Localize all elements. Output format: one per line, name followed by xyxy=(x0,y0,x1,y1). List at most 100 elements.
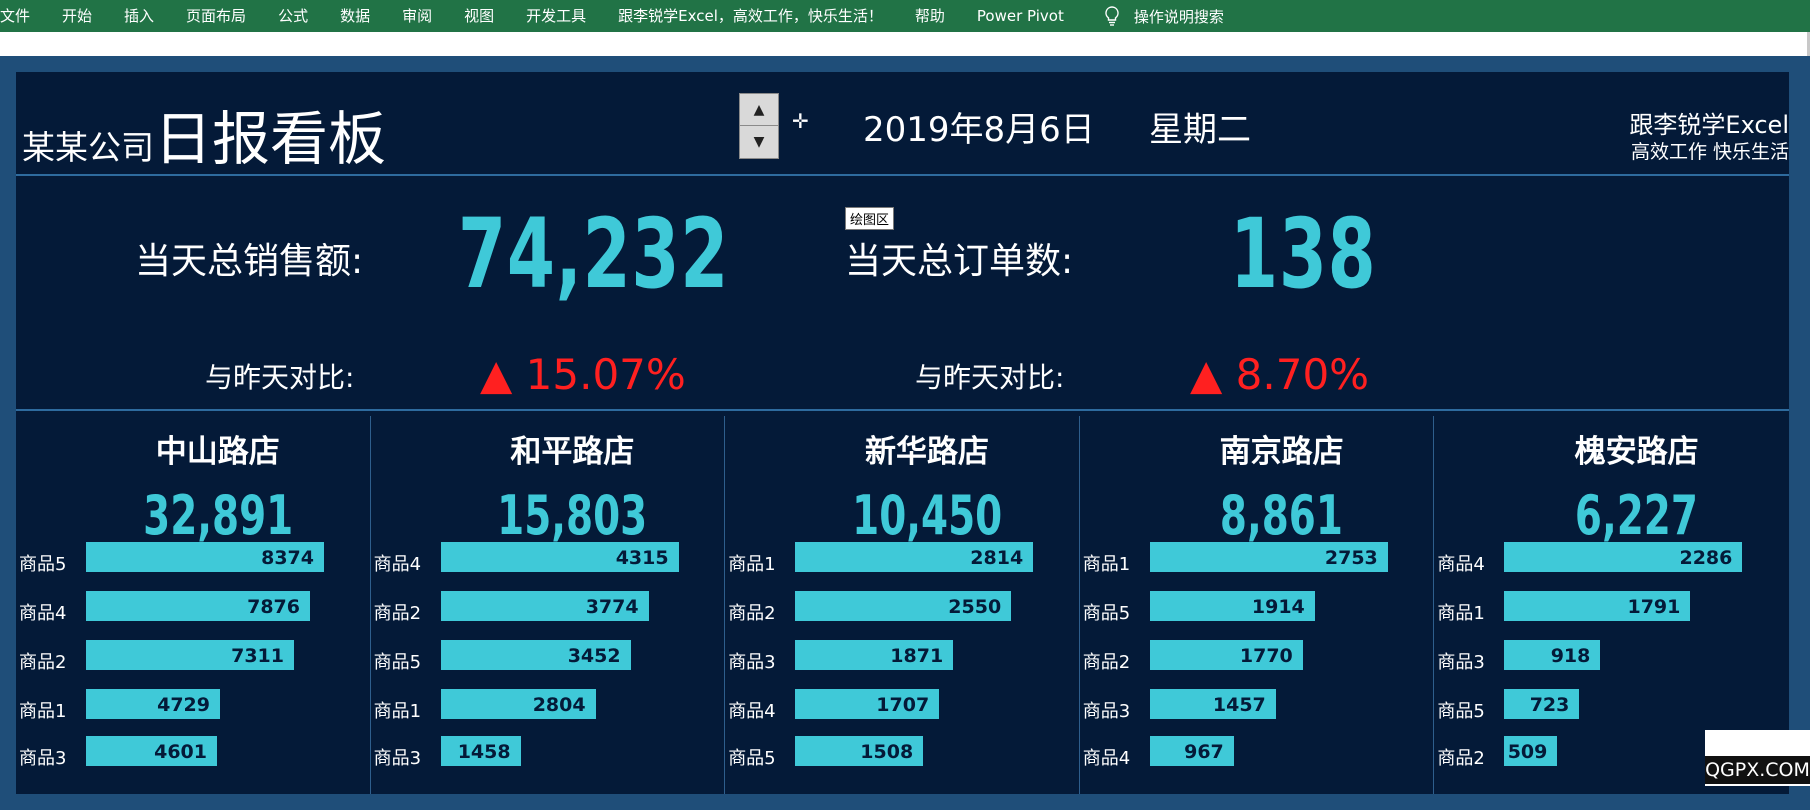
bar-mark[interactable]: 509 xyxy=(1504,736,1558,766)
bar-label: 商品4 xyxy=(728,701,776,722)
kpi-divider xyxy=(16,409,1789,411)
bar-mark[interactable]: 8374 xyxy=(86,542,324,572)
orders-label: 当天总订单数: xyxy=(845,241,1074,282)
brand-block: 跟李锐学Excel 高效工作 快乐生活 xyxy=(1629,110,1789,164)
bar-mark[interactable]: 1457 xyxy=(1149,689,1276,719)
store-panels: 中山路店 32,891 商品5 8374 商品4 7876 商品2 7311 商品1 4729… xyxy=(16,416,1789,794)
orders-compare-label: 与昨天对比: xyxy=(915,361,1065,394)
brand-line-1: 跟李锐学Excel xyxy=(1629,111,1789,139)
tab-home[interactable]: 开始 xyxy=(62,7,93,25)
bar-label: 商品3 xyxy=(19,748,67,769)
tab-review[interactable]: 审阅 xyxy=(402,7,433,25)
bar-mark[interactable]: 1871 xyxy=(795,640,954,670)
dashboard-frame: 某某公司日报看板 ▲ ▼ ✛ 2019年8月6日 星期二 跟李锐学Excel 高… xyxy=(0,56,1810,810)
tab-help[interactable]: 帮助 xyxy=(914,7,945,25)
date-spinner[interactable]: ▲ ▼ xyxy=(739,93,779,159)
tell-me-search[interactable]: 操作说明搜索 xyxy=(1080,6,1224,27)
bar-value-label: 1770 xyxy=(1239,645,1293,667)
bar-mark[interactable]: 1770 xyxy=(1149,640,1303,670)
store-total: 32,891 xyxy=(142,484,293,547)
bar-row: 商品3 1457 xyxy=(1080,687,1434,727)
bar-label: 商品1 xyxy=(728,554,776,575)
bar-mark[interactable]: 1791 xyxy=(1504,591,1691,621)
bar-row: 商品5 1508 xyxy=(725,734,1079,774)
bar-row: 商品2 2550 xyxy=(725,589,1079,629)
bar-mark[interactable]: 3774 xyxy=(440,591,649,621)
bar-mark[interactable]: 4729 xyxy=(86,689,220,719)
store-name: 新华路店 xyxy=(864,434,989,470)
company-name: 某某公司 xyxy=(22,128,154,167)
bar-row: 商品2 509 xyxy=(1434,734,1789,774)
bar-mark[interactable]: 2814 xyxy=(795,542,1034,572)
tab-data[interactable]: 数据 xyxy=(340,7,371,25)
orders-value: 138 xyxy=(1230,198,1377,310)
bar-value-label: 723 xyxy=(1529,694,1570,716)
bar-row: 商品5 1914 xyxy=(1080,589,1434,629)
tab-power-pivot[interactable]: Power Pivot xyxy=(976,7,1064,25)
bar-mark[interactable]: 2286 xyxy=(1504,542,1743,572)
header-divider xyxy=(16,174,1789,176)
bar-mark[interactable]: 3452 xyxy=(440,640,631,670)
spin-up-button[interactable]: ▲ xyxy=(740,94,778,126)
bar-row: 商品3 4601 xyxy=(16,734,370,774)
bar-label: 商品1 xyxy=(1437,603,1485,624)
bar-value-label: 1707 xyxy=(876,694,930,716)
store-panel: 槐安路店 6,227 商品4 2286 商品1 1791 商品3 918 商品5 723 商品2… xyxy=(1434,416,1789,794)
tab-developer[interactable]: 开发工具 xyxy=(526,7,587,25)
bar-mark[interactable]: 1458 xyxy=(440,736,521,766)
bar-mark[interactable]: 1914 xyxy=(1149,591,1315,621)
bar-row: 商品4 2286 xyxy=(1434,540,1789,580)
bar-mark[interactable]: 918 xyxy=(1504,640,1601,670)
bar-value-label: 4315 xyxy=(615,547,669,569)
bar-mark[interactable]: 2804 xyxy=(440,689,596,719)
bar-mark[interactable]: 1707 xyxy=(795,689,940,719)
tab-file[interactable]: 文件 xyxy=(0,7,31,25)
bar-row: 商品4 967 xyxy=(1080,734,1434,774)
bar-mark[interactable]: 2753 xyxy=(1149,542,1388,572)
bar-label: 商品5 xyxy=(373,652,422,673)
tab-custom[interactable]: 跟李锐学Excel，高效工作，快乐生活！ xyxy=(618,7,883,25)
dashboard-board: 某某公司日报看板 ▲ ▼ ✛ 2019年8月6日 星期二 跟李锐学Excel 高… xyxy=(16,72,1789,794)
store-total: 6,227 xyxy=(1575,484,1699,547)
bar-label: 商品4 xyxy=(1437,554,1485,575)
cursor-cross-icon: ✛ xyxy=(792,109,809,133)
spin-down-button[interactable]: ▼ xyxy=(740,126,778,158)
store-panel: 和平路店 15,803 商品4 4315 商品2 3774 商品5 3452 商品1 2804… xyxy=(371,416,726,794)
bar-value-label: 7876 xyxy=(247,596,300,618)
bar-value-label: 4729 xyxy=(157,694,210,716)
bar-row: 商品5 8374 xyxy=(16,540,370,580)
bar-row: 商品5 3452 xyxy=(371,638,725,678)
bar-value-label: 509 xyxy=(1507,741,1548,763)
site-watermark: QGPX.COM xyxy=(1705,730,1810,786)
bar-mark[interactable]: 723 xyxy=(1504,689,1580,719)
bar-label: 商品2 xyxy=(1437,748,1485,769)
tab-insert[interactable]: 插入 xyxy=(124,7,155,25)
ribbon-menu: 文件 开始 插入 页面布局 公式 数据 审阅 视图 开发工具 跟李锐学Excel… xyxy=(0,0,1810,32)
bar-value-label: 1914 xyxy=(1251,596,1305,618)
bar-mark[interactable]: 967 xyxy=(1149,736,1234,766)
bar-mark[interactable]: 1508 xyxy=(795,736,924,766)
tab-view[interactable]: 视图 xyxy=(464,7,495,25)
bar-mark[interactable]: 7311 xyxy=(86,640,294,670)
bar-row: 商品1 2804 xyxy=(371,687,725,727)
bar-value-label: 1791 xyxy=(1627,596,1681,618)
bar-label: 商品5 xyxy=(1437,701,1485,722)
bar-mark[interactable]: 4601 xyxy=(86,736,217,766)
bar-row: 商品5 723 xyxy=(1434,687,1789,727)
bar-mark[interactable]: 2550 xyxy=(795,591,1012,621)
tab-formulas[interactable]: 公式 xyxy=(278,7,309,25)
store-total: 15,803 xyxy=(497,484,648,547)
triangle-up-icon: ▲ xyxy=(753,101,765,118)
bar-label: 商品5 xyxy=(1082,603,1131,624)
sales-compare-value: ▲ 15.07% xyxy=(480,350,686,399)
bar-label: 商品5 xyxy=(19,554,67,575)
tab-page-layout[interactable]: 页面布局 xyxy=(186,7,247,25)
plot-area-tooltip: 绘图区 xyxy=(845,207,895,230)
bar-label: 商品2 xyxy=(19,652,67,673)
bar-row: 商品1 2814 xyxy=(725,540,1079,580)
bar-mark[interactable]: 4315 xyxy=(440,542,679,572)
bar-label: 商品3 xyxy=(1082,701,1131,722)
bar-label: 商品2 xyxy=(1082,652,1131,673)
page-title: 某某公司日报看板 xyxy=(22,92,386,176)
bar-mark[interactable]: 7876 xyxy=(86,591,310,621)
